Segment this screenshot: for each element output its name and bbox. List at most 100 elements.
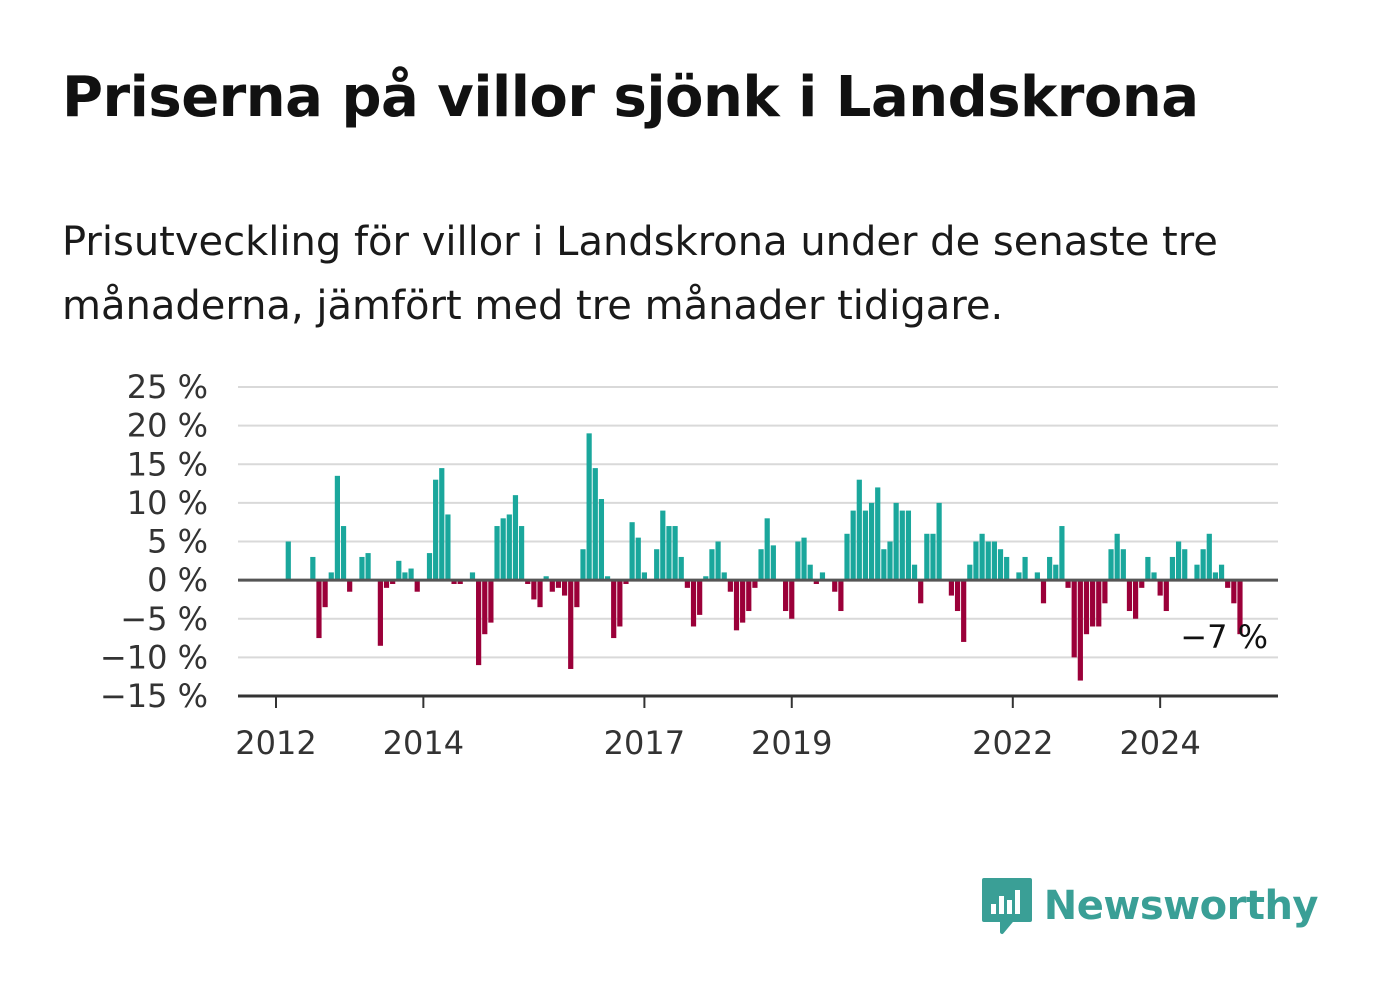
y-axis-ticks: 25 %20 %15 %10 %5 %0 %−5 %−10 %−15 % [100, 368, 208, 715]
bar [1212, 572, 1219, 581]
bar [519, 526, 525, 581]
bar [819, 572, 826, 581]
bar [390, 580, 396, 584]
x-tick-label: 2014 [383, 724, 464, 762]
bar [623, 580, 629, 584]
y-tick-label: 20 % [127, 407, 208, 445]
y-tick-label: −15 % [100, 677, 208, 715]
bar [328, 572, 334, 581]
bar [586, 433, 592, 581]
bar [905, 510, 912, 581]
bar [629, 522, 635, 581]
newsworthy-logo: Newsworthy [980, 876, 1319, 936]
x-tick-label: 2022 [972, 724, 1053, 762]
bar [1139, 580, 1145, 588]
bar [512, 495, 519, 581]
bar [433, 479, 439, 581]
bar [1040, 580, 1047, 604]
bar [838, 580, 844, 612]
bar [1126, 580, 1133, 612]
bar [1004, 556, 1010, 581]
bar [1133, 580, 1139, 619]
bar [881, 549, 887, 581]
gridlines [238, 386, 1278, 659]
bar-series [285, 433, 1243, 681]
bar [334, 475, 340, 581]
bar [494, 526, 500, 581]
bar [801, 537, 807, 581]
bar [635, 537, 641, 581]
bar [316, 580, 322, 639]
bar [654, 549, 660, 581]
bar [598, 499, 605, 581]
bar [930, 533, 936, 581]
bar [1120, 549, 1126, 581]
bar [476, 580, 482, 666]
bar [1151, 572, 1157, 581]
bar [740, 580, 746, 623]
bar [985, 541, 991, 581]
bar [875, 487, 881, 581]
bar [1206, 533, 1212, 581]
bar [997, 549, 1004, 581]
bar [561, 580, 568, 596]
bar [1175, 541, 1182, 581]
bar [715, 541, 721, 581]
y-tick-label: 15 % [127, 445, 208, 483]
bar-chart: 25 %20 %15 %10 %5 %0 %−5 %−10 %−15 % 201… [100, 368, 1278, 762]
x-axis-ticks: 2012 2014 2017 2019 2022 2024 [235, 696, 1201, 762]
bar [1059, 526, 1065, 581]
bar [789, 580, 795, 619]
x-tick-label: 2012 [235, 724, 316, 762]
bar [414, 580, 420, 592]
bar [457, 580, 463, 584]
bar [709, 549, 715, 581]
x-tick-label: 2017 [604, 724, 685, 762]
bar [752, 580, 758, 588]
newsworthy-logo-icon [981, 878, 1032, 934]
bar [611, 580, 617, 639]
bar [1114, 533, 1120, 581]
bar [285, 541, 291, 581]
y-tick-label: 0 % [147, 561, 208, 599]
bar [543, 576, 549, 581]
bar [764, 518, 770, 581]
bar [1145, 556, 1151, 581]
bar [893, 502, 899, 581]
bar [500, 518, 506, 581]
bar [733, 580, 740, 631]
bar [568, 580, 574, 669]
bar [850, 510, 856, 581]
bar [1218, 564, 1225, 581]
y-tick-label: 10 % [127, 484, 208, 522]
bar [1102, 580, 1108, 604]
bar [1071, 580, 1077, 658]
bar [617, 580, 623, 627]
bar [770, 545, 776, 581]
bar [795, 541, 801, 581]
bar [973, 541, 979, 581]
bar [310, 556, 316, 581]
brand-name: Newsworthy [1043, 883, 1319, 929]
bar [660, 510, 666, 581]
bar [666, 526, 672, 581]
bar [1225, 580, 1231, 588]
bar [832, 580, 838, 592]
bar [991, 541, 997, 581]
bar [1163, 580, 1169, 612]
bar [758, 549, 764, 581]
bar [1200, 549, 1206, 581]
bar [856, 479, 862, 581]
bar [1053, 564, 1059, 581]
bar [1182, 549, 1188, 581]
bar [1090, 580, 1096, 627]
bar [690, 580, 697, 627]
y-tick-label: −5 % [120, 600, 208, 638]
bar [402, 572, 408, 581]
bar [396, 560, 402, 581]
bar [813, 580, 819, 584]
bar [721, 572, 727, 581]
y-tick-label: 25 % [127, 368, 208, 406]
bar [525, 580, 531, 584]
bar [488, 580, 494, 623]
